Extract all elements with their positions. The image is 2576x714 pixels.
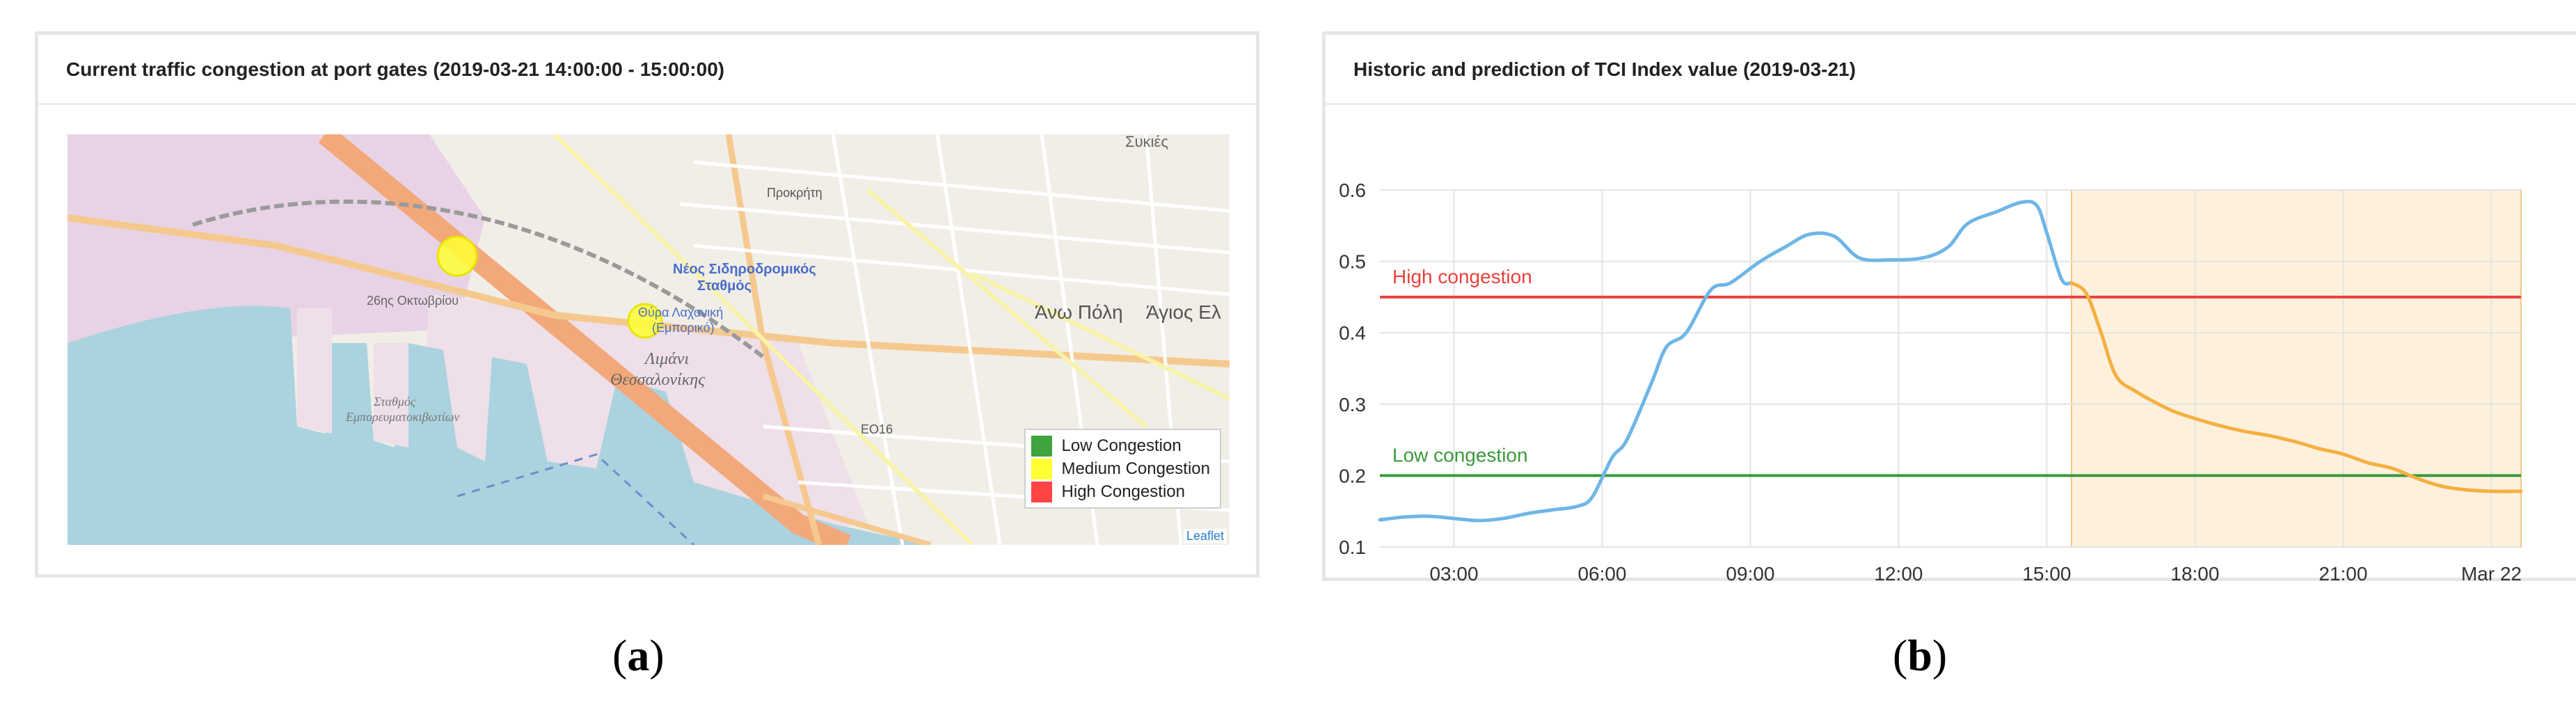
y-tick-label: 0.2 [1339,465,1366,486]
gate-2-marker[interactable] [627,303,663,339]
map-label-gate-2: (Εμπορικό) [652,321,715,335]
caption-b: (b) [1893,630,1948,680]
map-legend: Low Congestion Medium Congestion High Co… [1024,429,1221,509]
map-label-road-26oct: 26ης Οκτωβρίου [367,294,459,308]
map-label-stathmos-emp: Σταθμός [373,395,416,408]
legend-label-medium: Medium Congestion [1061,459,1210,478]
x-tick-label: 21:00 [2319,563,2367,585]
map-panel-title: Current traffic congestion at port gates… [66,58,725,80]
map-label-station-2: Σταθμός [697,278,752,294]
legend-swatch-medium [1031,458,1052,479]
y-tick-label: 0.6 [1339,180,1366,201]
map-canvas[interactable]: Νέος Σιδηροδρομικός Σταθμός Θύρα Λαχανικ… [67,134,1230,545]
coastal-road [762,493,932,545]
maritime-boundary [456,453,695,545]
legend-label-low: Low Congestion [1061,436,1182,455]
prediction-series-line [2069,280,2523,493]
map-label-eo16: ΕΟ16 [861,422,893,436]
piers [297,308,596,468]
legend-row-low: Low Congestion [1031,434,1210,457]
chart-panel: Historic and prediction of TCI Index val… [1322,31,2576,585]
tci-chart: 0.1 0.2 0.3 0.4 0.5 0.6 03:00 06:00 09:00 12:00 15… [1326,104,2576,585]
gate-1-marker[interactable] [436,235,478,277]
caption-a-letter: a [627,630,650,680]
map-panel: Current traffic congestion at port gates… [35,31,1259,578]
map-label-prokimia: Προκρήτη [767,186,822,200]
road-ns [725,134,822,545]
prediction-band [2070,189,2522,548]
y-tick-label: 0.1 [1339,537,1366,558]
map-label-gate: Θύρα Λαχανική [638,306,723,319]
legend-row-high: High Congestion [1031,480,1210,503]
historic-series-line [1378,200,2074,523]
x-tick-label: 12:00 [1874,563,1923,585]
chart-panel-title: Historic and prediction of TCI Index val… [1353,58,1856,80]
threshold-label: Low congestion [1392,444,1528,466]
caption-b-letter: b [1907,630,1932,680]
main-roads [552,134,1230,545]
title-divider [38,103,1256,105]
caption-a: (a) [612,630,665,680]
x-tick-label: 03:00 [1429,563,1478,585]
highway-main [318,134,851,545]
x-tick-label: 15:00 [2022,563,2071,585]
map-label-port-2: Θεσσαλονίκης [610,371,705,389]
y-tick-label: 0.3 [1339,394,1366,415]
map-label-port: Λιμάνι [644,350,689,368]
map-label-ano-poli: Άνω Πόλη [1035,301,1123,323]
leaflet-attribution-link[interactable]: Leaflet [1183,529,1227,544]
x-tick-label: 18:00 [2170,563,2219,585]
x-tick-label: 06:00 [1577,563,1626,585]
legend-row-medium: Medium Congestion [1031,457,1210,480]
threshold-label: High congestion [1392,266,1532,287]
sea-area [67,306,930,545]
map-label-stathmos-emp-2: Εμπορευματοκιβωτίων [345,410,459,424]
title-divider [1326,103,2576,105]
x-tick-label: Mar 22 [2461,563,2522,585]
tci-chart-canvas: 0.1 0.2 0.3 0.4 0.5 0.6 03:00 06:00 09:00 12:00 15… [1339,180,2523,585]
y-tick-label: 0.5 [1339,251,1366,273]
x-tick-label: 09:00 [1726,563,1774,585]
legend-swatch-low [1031,435,1052,457]
congestion-map[interactable]: Νέος Σιδηροδρομικός Σταθμός Θύρα Λαχανικ… [67,134,1230,545]
map-label-syka: Συκιές [1125,134,1168,150]
y-tick-label: 0.4 [1339,322,1366,344]
map-label-agios: Άγιος Ελ [1146,301,1221,323]
legend-swatch-high [1031,481,1052,502]
railway [192,199,765,359]
legend-label-high: High Congestion [1061,482,1185,501]
highway-26oct [67,214,1230,367]
map-label-station: Νέος Σιδηροδρομικός [673,262,816,277]
